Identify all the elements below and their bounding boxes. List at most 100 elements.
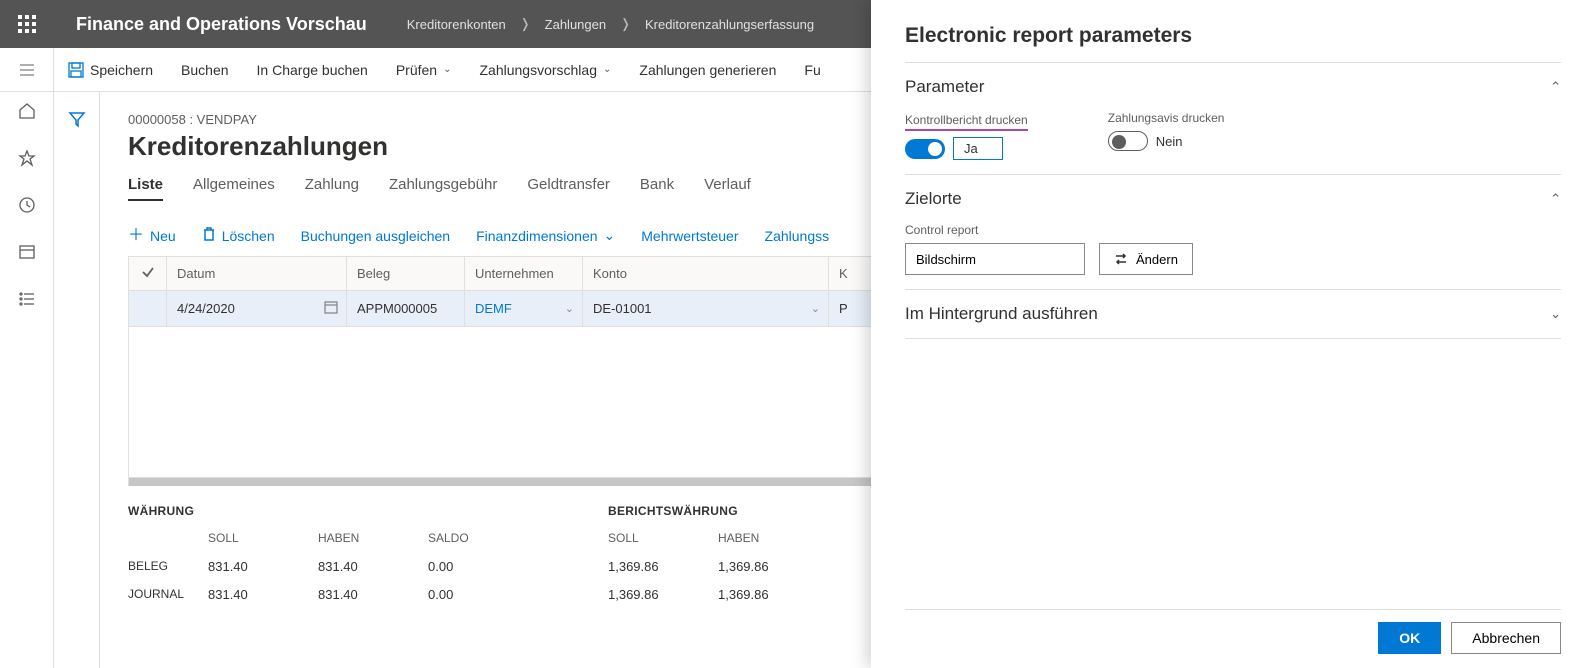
beleg-soll: 831.40 xyxy=(208,559,318,574)
save-button[interactable]: Speichern xyxy=(54,48,167,92)
row-beleg-label: BELEG xyxy=(128,559,208,573)
filter-column xyxy=(54,92,100,668)
chevron-down-icon: ⌄ xyxy=(443,64,451,75)
chevron-down-icon[interactable]: ⌄ xyxy=(811,302,820,315)
new-button[interactable]: ＋Neu xyxy=(128,228,176,244)
incharge-label: In Charge buchen xyxy=(257,62,368,78)
cell-unternehmen[interactable]: DEMF ⌄ xyxy=(465,291,583,326)
select-all[interactable] xyxy=(129,257,167,290)
aendern-label: Ändern xyxy=(1136,252,1178,267)
tab-allgemeines[interactable]: Allgemeines xyxy=(193,176,275,201)
calendar-icon[interactable] xyxy=(324,300,338,317)
cell-konto[interactable]: DE-01001 ⌄ xyxy=(583,291,829,326)
section-zielorte-header[interactable]: Zielorte ⌃ xyxy=(905,189,1561,209)
control-report-label: Control report xyxy=(905,223,1085,237)
aendern-button[interactable]: Ändern xyxy=(1099,243,1193,275)
ok-button[interactable]: OK xyxy=(1378,622,1441,654)
crumb-1[interactable]: Kreditorenkonten xyxy=(407,17,506,32)
finanzdimensionen-button[interactable]: Finanzdimensionen⌄ xyxy=(476,227,615,244)
pruefen-label: Prüfen xyxy=(396,62,437,78)
more-commands[interactable]: Fu xyxy=(790,48,834,92)
zahlungen-generieren-button[interactable]: Zahlungen generieren xyxy=(625,48,790,92)
workspaces-button[interactable] xyxy=(18,243,36,266)
col-saldo: SALDO xyxy=(428,531,538,545)
save-icon xyxy=(68,62,84,78)
col-beleg[interactable]: Beleg xyxy=(347,257,465,290)
tab-bank[interactable]: Bank xyxy=(640,176,674,201)
cell-datum-value: 4/24/2020 xyxy=(177,301,235,316)
chevron-down-icon[interactable]: ⌄ xyxy=(565,302,574,315)
zahlungsstatus-button[interactable]: Zahlungss xyxy=(765,228,830,244)
field-control-report: Control report xyxy=(905,223,1085,275)
zstatus-label: Zahlungss xyxy=(765,228,830,244)
tab-verlauf[interactable]: Verlauf xyxy=(704,176,751,201)
scrollbar-thumb[interactable] xyxy=(129,478,934,486)
chevron-down-icon: ⌄ xyxy=(603,64,611,75)
buchen-button[interactable]: Buchen xyxy=(167,48,242,92)
plus-icon: ＋ xyxy=(128,228,144,244)
chevron-right-icon: ❭ xyxy=(620,16,631,32)
ausgleichen-button[interactable]: Buchungen ausgleichen xyxy=(301,228,450,244)
zahlungsavis-label: Zahlungsavis drucken xyxy=(1108,111,1225,125)
delete-label: Löschen xyxy=(222,228,275,244)
pruefen-button[interactable]: Prüfen ⌄ xyxy=(382,48,466,92)
cell-konto-value: DE-01001 xyxy=(593,301,652,316)
waehrung-group: WÄHRUNG SOLL HABEN SALDO BELEG 831.40 83… xyxy=(128,504,538,608)
hamburger-icon xyxy=(19,62,35,78)
kontrollbericht-label: Kontrollbericht drucken xyxy=(905,113,1028,131)
buchen-label: Buchen xyxy=(181,62,228,78)
funnel-icon xyxy=(68,110,86,128)
col-unternehmen[interactable]: Unternehmen xyxy=(465,257,583,290)
zahlungsvorschlag-button[interactable]: Zahlungsvorschlag ⌄ xyxy=(465,48,625,92)
check-icon xyxy=(141,265,155,279)
section-parameter-header[interactable]: Parameter ⌃ xyxy=(905,77,1561,97)
generieren-label: Zahlungen generieren xyxy=(639,62,776,78)
home-button[interactable] xyxy=(18,102,36,125)
col-konto[interactable]: Konto xyxy=(583,257,829,290)
rcol-soll: SOLL xyxy=(608,531,718,545)
mwst-label: Mehrwertsteuer xyxy=(641,228,738,244)
zahlungsavis-toggle[interactable] xyxy=(1108,131,1148,151)
kontrollbericht-value: Ja xyxy=(953,137,1003,160)
tab-zahlung[interactable]: Zahlung xyxy=(305,176,359,201)
cell-beleg[interactable]: APPM000005 xyxy=(347,291,465,326)
rjournal-soll: 1,369.86 xyxy=(608,587,718,602)
col-haben: HABEN xyxy=(318,531,428,545)
panel-title: Electronic report parameters xyxy=(905,24,1561,48)
tab-liste[interactable]: Liste xyxy=(128,176,163,201)
app-launcher-button[interactable] xyxy=(0,0,54,48)
col-datum[interactable]: Datum xyxy=(167,257,347,290)
vorschlag-label: Zahlungsvorschlag xyxy=(479,62,597,78)
section-zielorte: Zielorte ⌃ Control report Ändern xyxy=(905,174,1561,289)
rbeleg-soll: 1,369.86 xyxy=(608,559,718,574)
breadcrumb: Kreditorenkonten ❭ Zahlungen ❭ Kreditore… xyxy=(407,16,814,32)
zahlungsavis-value: Nein xyxy=(1156,134,1183,149)
cancel-button[interactable]: Abbrechen xyxy=(1451,622,1561,654)
modules-button[interactable] xyxy=(18,290,36,313)
in-charge-buchen-button[interactable]: In Charge buchen xyxy=(243,48,382,92)
finanzdim-label: Finanzdimensionen xyxy=(476,228,597,244)
journal-saldo: 0.00 xyxy=(428,587,538,602)
beleg-saldo: 0.00 xyxy=(428,559,538,574)
mwst-button[interactable]: Mehrwertsteuer xyxy=(641,228,738,244)
kontrollbericht-toggle[interactable] xyxy=(905,139,945,159)
journal-haben: 831.40 xyxy=(318,587,428,602)
section-hintergrund-header[interactable]: Im Hintergrund ausführen ⌄ xyxy=(905,304,1561,324)
report-parameters-panel: Electronic report parameters Parameter ⌃… xyxy=(871,0,1595,668)
row-select[interactable] xyxy=(129,291,167,326)
tab-geldtransfer[interactable]: Geldtransfer xyxy=(527,176,610,201)
crumb-2[interactable]: Zahlungen xyxy=(545,17,606,32)
row-journal-label: JOURNAL xyxy=(128,587,208,601)
crumb-3[interactable]: Kreditorenzahlungserfassung xyxy=(645,17,814,32)
field-kontrollbericht: Kontrollbericht drucken Ja xyxy=(905,111,1028,160)
delete-button[interactable]: Löschen xyxy=(202,227,275,244)
cell-unternehmen-value: DEMF xyxy=(475,301,512,316)
chevron-down-icon: ⌄ xyxy=(1550,306,1561,322)
favorites-button[interactable] xyxy=(18,149,36,172)
nav-toggle-button[interactable] xyxy=(0,48,54,92)
cell-datum[interactable]: 4/24/2020 xyxy=(167,291,347,326)
recent-button[interactable] xyxy=(18,196,36,219)
control-report-input[interactable] xyxy=(905,243,1085,275)
tab-zahlungsgebuehr[interactable]: Zahlungsgebühr xyxy=(389,176,497,201)
filter-button[interactable] xyxy=(68,110,86,668)
